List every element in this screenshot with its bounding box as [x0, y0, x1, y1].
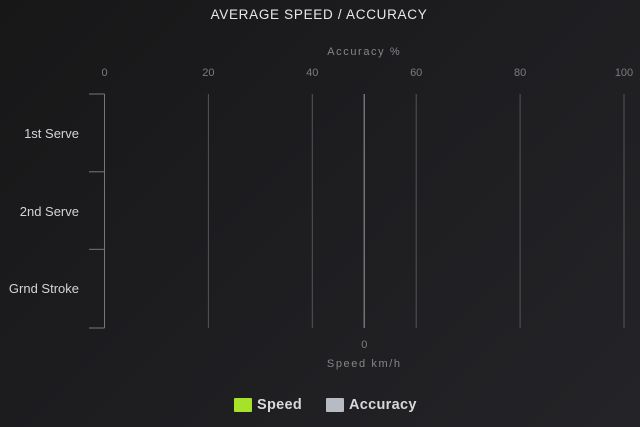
- svg-text:100: 100: [615, 67, 633, 79]
- svg-text:1st Serve: 1st Serve: [24, 126, 79, 141]
- svg-text:0: 0: [361, 339, 367, 351]
- svg-text:20: 20: [202, 67, 214, 79]
- svg-text:0: 0: [101, 67, 107, 79]
- svg-text:Grnd Stroke: Grnd Stroke: [9, 281, 79, 296]
- svg-text:60: 60: [410, 67, 422, 79]
- svg-text:2nd Serve: 2nd Serve: [20, 204, 79, 219]
- svg-text:80: 80: [514, 67, 526, 79]
- svg-text:40: 40: [306, 67, 318, 79]
